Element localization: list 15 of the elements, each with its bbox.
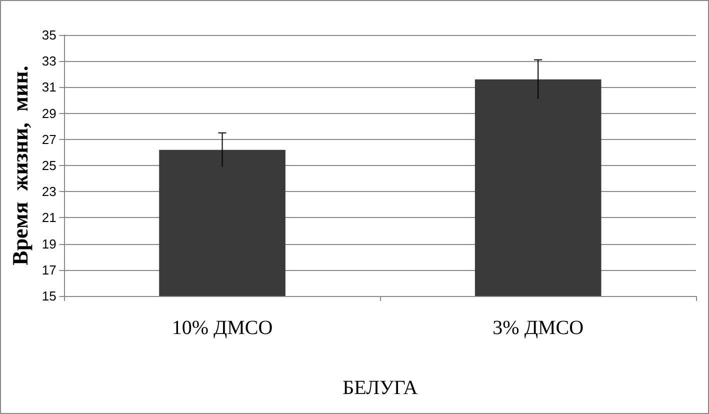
- x-tick-label: 10% ДМСО: [172, 317, 273, 339]
- y-tick-label: 21: [42, 210, 56, 226]
- y-tick-label: 27: [42, 132, 56, 147]
- y-tick-label: 23: [42, 184, 56, 200]
- y-axis-title: Время жизни, мин.: [8, 66, 32, 266]
- y-tick-label: 29: [42, 106, 56, 121]
- y-tick-label: 19: [42, 236, 56, 252]
- x-axis-title: БЕЛУГА: [342, 377, 418, 399]
- y-tick-label: 17: [42, 262, 56, 278]
- y-tick-label: 31: [42, 80, 56, 95]
- y-tick-label: 35: [42, 28, 56, 42]
- y-tick-label: 15: [42, 288, 56, 304]
- x-tick-label: 3% ДМСО: [492, 317, 584, 339]
- y-tick-label: 25: [42, 158, 56, 173]
- y-tick-label: 33: [42, 54, 56, 69]
